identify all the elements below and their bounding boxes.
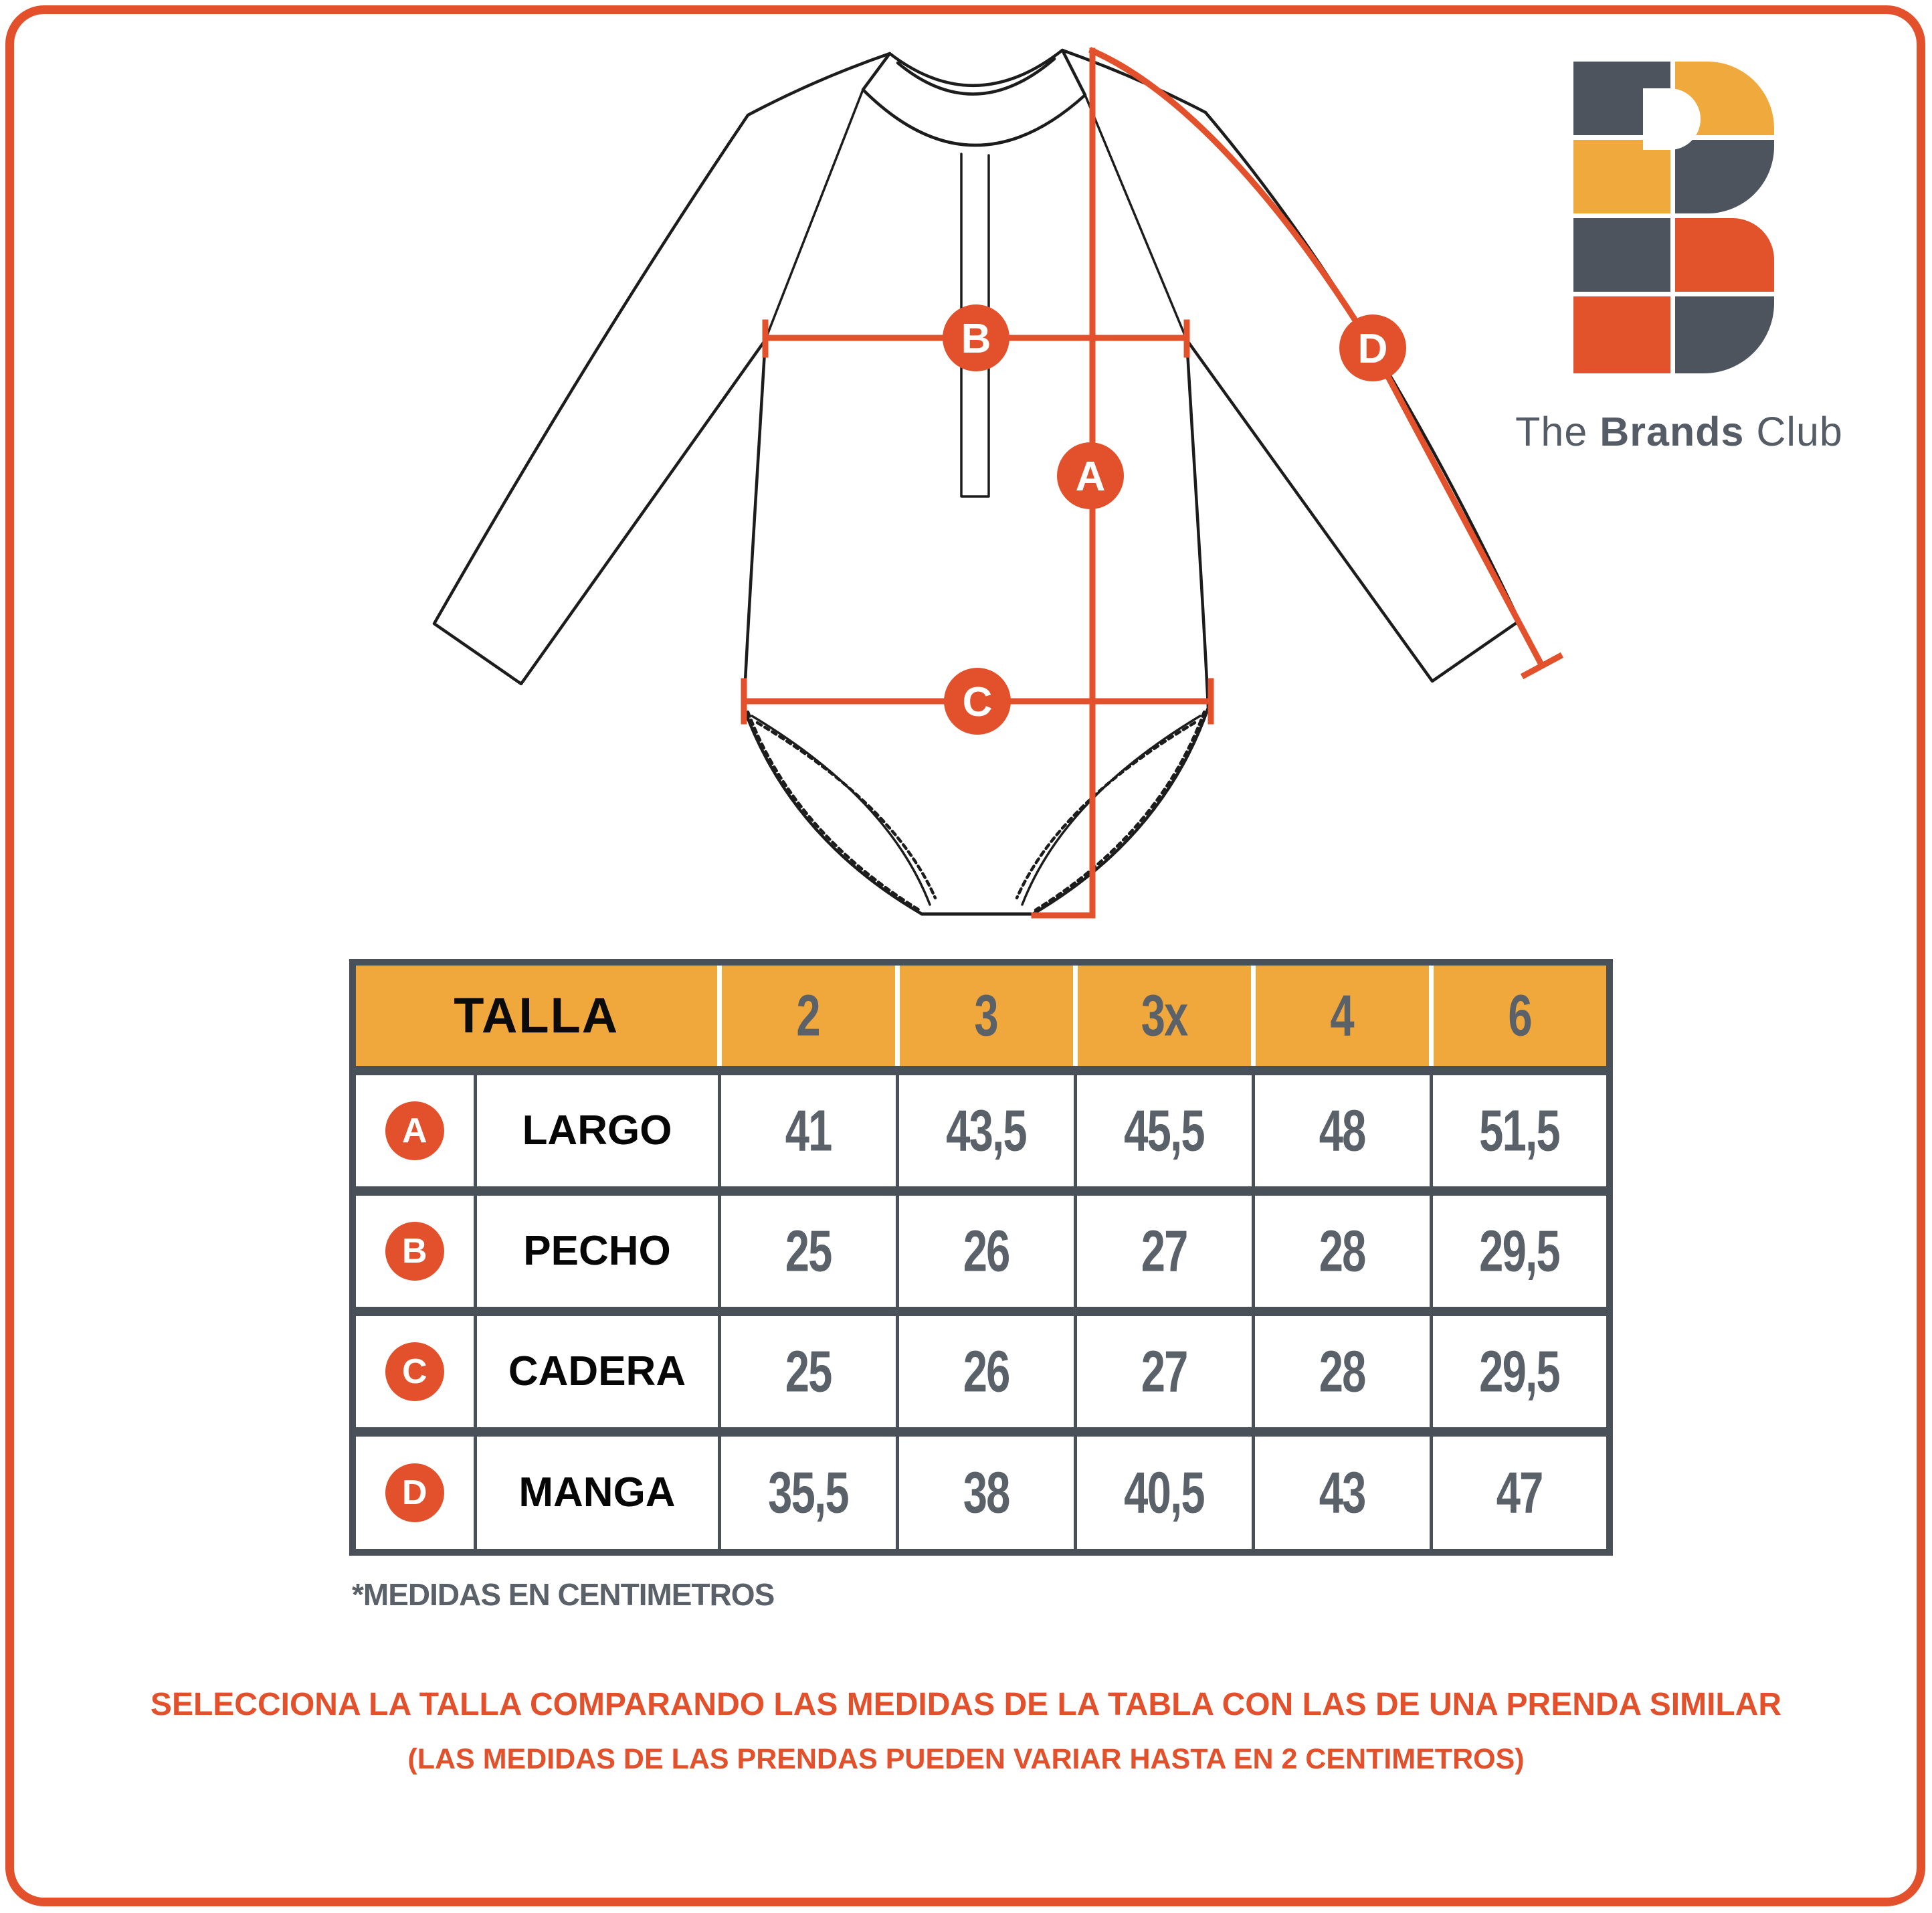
zigzag-trim-right-outer (1034, 710, 1206, 912)
size-value-cell: 45,5 (1073, 1065, 1253, 1191)
body-side-right (1185, 338, 1210, 710)
header-cell-size: 3x (1072, 962, 1253, 1075)
zigzag-trim-right-inner (1015, 721, 1197, 900)
zigzag-trim-left-outer (746, 710, 921, 912)
marker-circle-C (944, 668, 1011, 735)
logo-tile (1573, 296, 1670, 373)
letter-badge: D (385, 1463, 444, 1522)
leg-seam-left (751, 715, 931, 906)
size-value-cell: 27 (1073, 1306, 1253, 1432)
brand-word: Club (1756, 409, 1843, 454)
marker-letter-D: D (1358, 326, 1388, 372)
sizing-instructions: SELECCIONA LA TALLA COMPARANDO LAS MEDID… (0, 1686, 1932, 1776)
letter-badge-cell: C (353, 1306, 475, 1432)
logo-tile (1675, 296, 1774, 373)
letter-badge-cell: D (353, 1427, 475, 1552)
raglan-seam-left (764, 88, 864, 341)
size-value-cell: 29,5 (1429, 1306, 1610, 1432)
size-value-cell: 35,5 (717, 1427, 897, 1552)
raglan-seam-right (1084, 94, 1188, 341)
letter-badge-cell: A (353, 1065, 475, 1191)
logo-counter-notch (1643, 88, 1701, 150)
right-sleeve-outline (1060, 48, 1521, 683)
size-value-cell: 25 (717, 1186, 897, 1311)
letter-badge-cell: B (353, 1186, 475, 1311)
size-table: TALLA 2 3 3x 4 6 A LARGO 41 43,5 45,5 48… (349, 959, 1613, 1556)
brand-word: The (1515, 409, 1588, 454)
size-value-cell: 26 (895, 1186, 1075, 1311)
size-value-cell: 41 (717, 1065, 897, 1191)
size-value-cell: 43 (1251, 1427, 1431, 1552)
page-border (5, 5, 1925, 1906)
table-row-manga: D MANGA 35,5 38 40,5 43 47 (353, 1427, 1610, 1552)
header-cell-talla: TALLA (353, 962, 719, 1075)
size-value-cell: 25 (717, 1306, 897, 1432)
brand-word: Brands (1600, 409, 1745, 454)
instruction-line-2: (LAS MEDIDAS DE LAS PRENDAS PUEDEN VARIA… (407, 1743, 1525, 1775)
size-value-cell: 28 (1251, 1186, 1431, 1311)
brand-logo-b-icon (1573, 62, 1774, 373)
measure-label-cell: CADERA (473, 1306, 719, 1432)
size-value-cell: 38 (895, 1427, 1075, 1552)
brand-name: The Brands Club (1445, 408, 1913, 455)
header-cell-size: 2 (716, 962, 897, 1075)
size-value-cell: 43,5 (895, 1065, 1075, 1191)
letter-badge: B (385, 1221, 444, 1281)
size-value-cell: 47 (1429, 1427, 1610, 1552)
zigzag-trim-left-inner (755, 721, 937, 900)
leg-opening-left (742, 706, 924, 916)
garment-diagram: A B C D (432, 47, 1564, 919)
measure-label-cell: MANGA (473, 1427, 719, 1552)
logo-tile (1573, 218, 1670, 292)
marker-letter-C: C (963, 679, 993, 725)
instruction-line-1: SELECCIONA LA TALLA COMPARANDO LAS MEDID… (150, 1687, 1782, 1722)
measure-label-cell: PECHO (473, 1186, 719, 1311)
size-value-cell: 29,5 (1429, 1186, 1610, 1311)
marker-circle-A (1057, 442, 1124, 509)
size-value-cell: 51,5 (1429, 1065, 1610, 1191)
size-value-cell: 40,5 (1073, 1427, 1253, 1552)
table-row-pecho: B PECHO 25 26 27 28 29,5 (353, 1186, 1610, 1311)
marker-circle-B (943, 304, 1009, 371)
letter-badge: C (385, 1342, 444, 1401)
marker-letter-B: B (961, 316, 991, 362)
leg-opening-right (1031, 706, 1210, 916)
size-value-cell: 27 (1073, 1186, 1253, 1311)
size-value-cell: 48 (1251, 1065, 1431, 1191)
size-value-cell: 28 (1251, 1306, 1431, 1432)
left-sleeve-outline (432, 52, 892, 686)
units-footnote: *MEDIDAS EN CENTIMETROS (352, 1577, 775, 1612)
collar-outline (861, 48, 1087, 147)
table-row-largo: A LARGO 41 43,5 45,5 48 51,5 (353, 1065, 1610, 1191)
header-cell-size: 3 (894, 962, 1075, 1075)
marker-letter-A: A (1076, 454, 1106, 500)
letter-badge: A (385, 1101, 444, 1160)
logo-tile (1675, 140, 1774, 213)
size-value-cell: 26 (895, 1306, 1075, 1432)
logo-tile (1573, 140, 1670, 213)
logo-tile (1675, 218, 1774, 292)
measure-label-cell: LARGO (473, 1065, 719, 1191)
header-cell-size: 4 (1250, 962, 1431, 1075)
table-header-row: TALLA 2 3 3x 4 6 (353, 962, 1610, 1075)
table-row-cadera: C CADERA 25 26 27 28 29,5 (353, 1306, 1610, 1432)
header-cell-size: 6 (1428, 962, 1610, 1075)
leg-seam-right (1021, 715, 1201, 906)
dimension-line-D (1088, 47, 1564, 680)
body-side-left (742, 338, 767, 710)
marker-circle-D (1339, 314, 1406, 381)
